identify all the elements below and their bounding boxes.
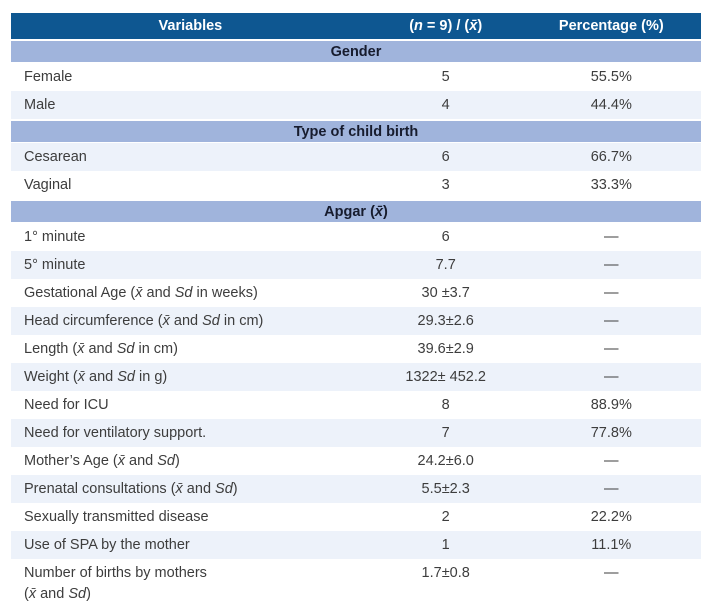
variable-label: Head circumference (x̄ and Sd in cm) bbox=[24, 313, 264, 329]
table-row: Prenatal consultations (x̄ and Sd) 5.5±2.… bbox=[11, 475, 701, 503]
percentage-cell: 44.4% bbox=[590, 97, 632, 113]
percentage-cell: 33.3% bbox=[590, 177, 632, 193]
percentage-cell: — bbox=[604, 285, 619, 301]
value-cell: 1322± 452.2 bbox=[405, 369, 486, 385]
percentage-cell: 77.8% bbox=[590, 425, 632, 441]
value-cell: 7.7 bbox=[435, 257, 456, 273]
value-cell: 4 bbox=[441, 97, 450, 113]
table-row: Need for ICU 8 88.9% bbox=[11, 391, 701, 419]
table-row: Gestational Age (x̄ and Sd in weeks) 30 ±… bbox=[11, 279, 701, 307]
percentage-cell: 66.7% bbox=[590, 149, 632, 165]
table-row: Vaginal 3 33.3% bbox=[11, 171, 701, 199]
value-cell: 1 bbox=[441, 537, 450, 553]
table-row: Weight (x̄ and Sd in g) 1322± 452.2 — bbox=[11, 363, 701, 391]
section-row: Apgar (x̄) bbox=[11, 199, 701, 223]
table-header-row: Variables (n = 9) / (x̄) Percentage (%) bbox=[11, 13, 701, 39]
section-row: Type of child birth bbox=[11, 119, 701, 143]
value-cell: 1.7±0.8 bbox=[421, 565, 470, 581]
percentage-cell: — bbox=[604, 481, 619, 497]
section-label: Type of child birth bbox=[293, 123, 419, 140]
value-cell: 2 bbox=[441, 509, 450, 525]
table-row: Number of births by mothers (x̄ and Sd) 1.… bbox=[11, 559, 701, 607]
table-row: Mother’s Age (x̄ and Sd) 24.2±6.0 — bbox=[11, 447, 701, 475]
value-cell: 30 ±3.7 bbox=[421, 285, 470, 301]
table-body: Gender Female 5 55.5% Male 4 44.4% Type of chil… bbox=[11, 39, 701, 607]
percentage-cell: 55.5% bbox=[590, 69, 632, 85]
value-cell: 8 bbox=[441, 397, 450, 413]
table-row: Head circumference (x̄ and Sd in cm) 29.3… bbox=[11, 307, 701, 335]
table-row: Length (x̄ and Sd in cm) 39.6±2.9 — bbox=[11, 335, 701, 363]
value-cell: 24.2±6.0 bbox=[417, 453, 474, 469]
table-row: 5° minute 7.7 — bbox=[11, 251, 701, 279]
table-row: Cesarean 6 66.7% bbox=[11, 143, 701, 171]
value-cell: 39.6±2.9 bbox=[417, 341, 474, 357]
variable-label: Gestational Age (x̄ and Sd in weeks) bbox=[24, 285, 258, 301]
percentage-cell: — bbox=[604, 257, 619, 273]
section-label: Apgar (x̄) bbox=[324, 203, 388, 220]
table-row: Use of SPA by the mother 1 11.1% bbox=[11, 531, 701, 559]
variable-label: Use of SPA by the mother bbox=[24, 537, 190, 553]
table-row: Female 5 55.5% bbox=[11, 63, 701, 91]
variable-label: Cesarean bbox=[24, 149, 87, 165]
table-row: Male 4 44.4% bbox=[11, 91, 701, 119]
column-header-variables: Variables bbox=[158, 18, 223, 34]
variable-label: Need for ICU bbox=[24, 397, 109, 413]
variable-label: Female bbox=[24, 69, 73, 85]
variable-label: Male bbox=[24, 97, 56, 113]
variable-label: Length (x̄ and Sd in cm) bbox=[24, 341, 178, 357]
percentage-cell: 11.1% bbox=[591, 537, 632, 553]
value-cell: 3 bbox=[441, 177, 450, 193]
variable-label: Sexually transmitted disease bbox=[24, 509, 209, 525]
percentage-cell: — bbox=[604, 565, 619, 581]
table-row: 1° minute 6 — bbox=[11, 223, 701, 251]
value-cell: 5.5±2.3 bbox=[421, 481, 470, 497]
percentage-cell: — bbox=[604, 369, 619, 385]
value-cell: 6 bbox=[441, 229, 450, 245]
percentage-cell: — bbox=[604, 453, 619, 469]
percentage-cell: 22.2% bbox=[590, 509, 632, 525]
percentage-cell: — bbox=[604, 229, 619, 245]
percentage-cell: — bbox=[604, 313, 619, 329]
variable-label: Number of births by mothers (x̄ and Sd) bbox=[24, 565, 207, 602]
table-row: Need for ventilatory support. 7 77.8% bbox=[11, 419, 701, 447]
value-cell: 5 bbox=[441, 69, 450, 85]
variable-label: Vaginal bbox=[24, 177, 72, 193]
variable-label: Mother’s Age (x̄ and Sd) bbox=[24, 453, 180, 469]
column-header-percentage: Percentage (%) bbox=[558, 18, 664, 34]
variable-label: 5° minute bbox=[24, 257, 86, 273]
variable-label: Need for ventilatory support. bbox=[24, 425, 207, 441]
variable-label: Weight (x̄ and Sd in g) bbox=[24, 369, 168, 385]
column-header-n-mean: (n = 9) / (x̄) bbox=[409, 18, 483, 34]
section-label: Gender bbox=[330, 43, 382, 60]
percentage-cell: — bbox=[604, 341, 619, 357]
variable-label: 1° minute bbox=[24, 229, 86, 245]
variable-label: Prenatal consultations (x̄ and Sd) bbox=[24, 481, 238, 497]
section-row: Gender bbox=[11, 39, 701, 63]
percentage-cell: 88.9% bbox=[590, 397, 632, 413]
value-cell: 6 bbox=[441, 149, 450, 165]
value-cell: 29.3±2.6 bbox=[417, 313, 474, 329]
value-cell: 7 bbox=[441, 425, 450, 441]
summary-table: Variables (n = 9) / (x̄) Percentage (%) … bbox=[11, 13, 701, 607]
table-row: Sexually transmitted disease 2 22.2% bbox=[11, 503, 701, 531]
